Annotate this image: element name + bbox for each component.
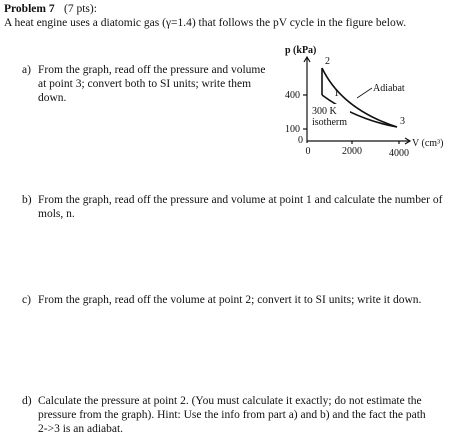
part-text: 2->3 is an adiabat. [38, 423, 124, 435]
isotherm-label: isotherm [312, 117, 347, 128]
diagram-lines [303, 55, 412, 145]
part-label: c) [22, 294, 31, 306]
part-text: Calculate the pressure at point 2. (You … [38, 395, 422, 407]
part-label: a) [22, 64, 31, 76]
x-tick-label: 2000 [342, 146, 362, 157]
intro: A heat engine uses a diatomic gas (γ=1.4… [4, 17, 407, 29]
part-text: From the graph, read off the pressure an… [38, 64, 266, 76]
part-text: at point 3; convert both to SI units; wr… [38, 78, 252, 90]
part-text: From the graph, read off the pressure an… [38, 194, 443, 206]
point-label: 3 [400, 116, 405, 127]
x-axis-label: V (cm³) [412, 138, 443, 149]
y-tick-label: 100 [285, 124, 300, 135]
part-label: d) [22, 395, 32, 407]
problem-points: (7 pts): [64, 3, 97, 15]
part-text: down. [38, 92, 67, 104]
part-text: mols, n. [38, 208, 75, 220]
point-label: 1 [334, 88, 339, 99]
x-tick-label: 0 [306, 146, 311, 157]
y-axis-label: p (kPa) [285, 45, 316, 56]
y-tick-label: 0 [298, 135, 303, 146]
part-label: b) [22, 194, 32, 206]
x-tick-label: 4000 [389, 148, 409, 159]
adiabat-label: Adiabat [373, 83, 405, 94]
part-text: From the graph, read off the volume at p… [38, 294, 422, 306]
point-label: 2 [325, 56, 330, 67]
part-text: pressure from the graph). Hint: Use the … [38, 409, 426, 421]
isotherm-label: 300 K [312, 106, 338, 117]
y-tick-label: 400 [285, 90, 300, 101]
problem-title: Problem 7 [4, 3, 55, 15]
